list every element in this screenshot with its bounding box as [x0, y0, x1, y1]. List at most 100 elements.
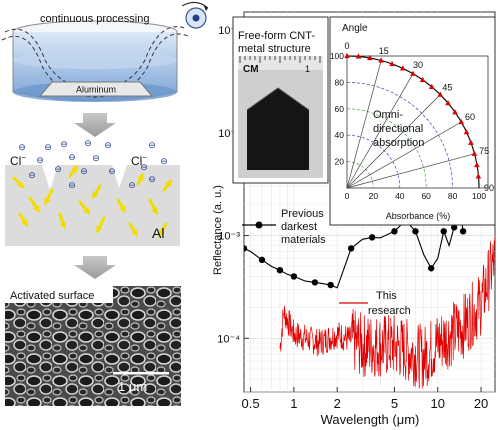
legend-this-line2: research	[368, 305, 411, 317]
etch-arrowhead	[131, 229, 139, 238]
left-panel: Aluminum continuous processing ⊖ ⊖ ⊖ ⊖ ⊖ ⊖⊖ ⊖ ⊖…	[1, 2, 209, 406]
ion-icon: ⊖	[44, 143, 52, 153]
polar-angle-label: 60	[465, 112, 475, 122]
x-tick-label: 1	[290, 396, 297, 411]
ion-icon: ⊖	[148, 175, 156, 185]
legend-this: This research	[339, 290, 411, 317]
ion-icon: ⊖	[148, 141, 156, 151]
polar-marker	[399, 65, 406, 71]
etch-arrowhead	[44, 197, 51, 206]
polar-angle-label: 75	[479, 146, 489, 156]
ion-icon: ⊖	[104, 141, 112, 151]
legend-previous-line1: Previous	[281, 208, 324, 220]
series-previous-point	[368, 234, 376, 241]
series-previous-point	[427, 265, 435, 272]
polar-marker	[367, 54, 373, 61]
x-tick-label: 5	[391, 396, 398, 411]
processing-tank: Aluminum continuous processing	[1, 2, 209, 102]
etch-arrowhead	[157, 229, 165, 238]
inset-photo-title-line1: Free-form CNT-	[238, 30, 315, 42]
metal-label: Al	[152, 225, 164, 241]
polar-marker	[445, 100, 451, 106]
polar-angle-label: 15	[379, 46, 389, 56]
ruler-number: 1	[305, 64, 310, 74]
polar-marker	[474, 161, 480, 168]
ion-icon: ⊖	[54, 165, 62, 175]
polar-marker	[475, 173, 482, 179]
etch-arrowhead	[137, 172, 144, 181]
down-arrow-1	[74, 113, 116, 137]
polar-x-tick-label: 100	[472, 191, 486, 201]
polar-radial-line	[346, 60, 382, 189]
inset-photo-title-line2: metal structure	[238, 43, 311, 55]
series-this-line	[279, 236, 495, 389]
cnt-structure	[247, 88, 309, 170]
etch-arrowhead	[151, 207, 158, 216]
etch-arrowhead	[71, 164, 79, 173]
polar-marker	[452, 109, 458, 115]
ion-icon: ⊖	[68, 181, 76, 191]
polar-x-tick-label: 60	[421, 191, 431, 201]
series-previous-point	[450, 224, 458, 231]
inset-polar: 0 15 30 45 60 75 90 0 20 20 40 40 60 60 80 80 100 100 Ang…	[329, 16, 496, 226]
x-tick-label: 20	[474, 396, 488, 411]
polar-y-tick-label: 20	[335, 157, 345, 167]
process-label: continuous processing	[40, 13, 149, 25]
polar-marker	[389, 60, 395, 67]
ion-icon: ⊖	[160, 157, 168, 167]
polar-y-tick-label: 100	[330, 51, 344, 61]
polar-angle-label: 45	[442, 83, 452, 93]
series-previous-point	[258, 256, 266, 264]
series-layer	[244, 202, 495, 389]
polar-x-tick-label: 40	[395, 191, 405, 201]
ion-symbols: ⊖ ⊖ ⊖ ⊖ ⊖ ⊖⊖ ⊖ ⊖⊖ ⊖ ⊖ ⊖⊖⊖⊖ ⊖⊖	[12, 139, 173, 238]
series-previous-point	[459, 228, 467, 235]
polar-radial-line	[346, 121, 462, 189]
etch-arrowhead	[91, 191, 99, 200]
polar-marker	[378, 57, 384, 63]
etch-arrowhead	[119, 205, 127, 214]
ion-label-right: Cl−	[131, 153, 147, 168]
ion-icon: ⊖	[108, 167, 116, 177]
etch-arrowhead	[96, 225, 103, 234]
polar-marker	[428, 83, 435, 89]
polar-y-tick-label: 40	[335, 130, 345, 140]
legend-previous-line2: darkest	[281, 221, 317, 233]
x-axis: 0.5 1 2 5 10 20	[242, 387, 488, 411]
series-previous-point	[327, 281, 334, 289]
ion-icon: ⊖	[80, 167, 88, 177]
sem-image: Activated surface 1 μm	[5, 286, 181, 406]
polar-radial-line	[346, 153, 475, 189]
polar-annotation-line2: directional	[373, 123, 423, 135]
ion-label-left: Cl−	[10, 153, 26, 168]
ion-icon: ⊖	[128, 181, 136, 191]
ion-icon: ⊖	[18, 143, 26, 153]
legend-previous: Previous darkest materials	[242, 208, 326, 246]
ion-icon: ⊖	[92, 154, 100, 164]
ion-icon: ⊖	[36, 156, 44, 166]
polar-marker	[419, 76, 426, 82]
series-previous-point	[440, 228, 447, 235]
series-previous-point	[290, 273, 298, 280]
y-axis-label: Reflectance (a. u.)	[212, 185, 224, 275]
polar-marker	[463, 129, 470, 135]
ion-icon: ⊖	[60, 140, 68, 150]
etch-arrowhead	[165, 178, 173, 187]
polar-marker	[468, 139, 474, 145]
polar-marker	[410, 70, 416, 76]
polar-radial-line	[346, 94, 441, 189]
x-tick-label: 10	[431, 396, 445, 411]
surface-label: Activated surface	[10, 290, 94, 302]
etch-arrowhead	[83, 207, 91, 216]
polar-x-tick-label: 20	[369, 191, 379, 201]
etch-arrowhead	[59, 221, 67, 230]
ion-icon: ⊖	[140, 163, 148, 173]
ion-icon: ⊖	[84, 139, 92, 149]
polar-x-tick-label: 80	[448, 191, 458, 201]
ruler	[239, 56, 321, 63]
x-tick-label: 0.5	[242, 396, 260, 411]
polar-marker	[344, 52, 350, 59]
polar-angle-label: 90	[484, 183, 494, 193]
ruler-label: CM	[243, 64, 259, 75]
